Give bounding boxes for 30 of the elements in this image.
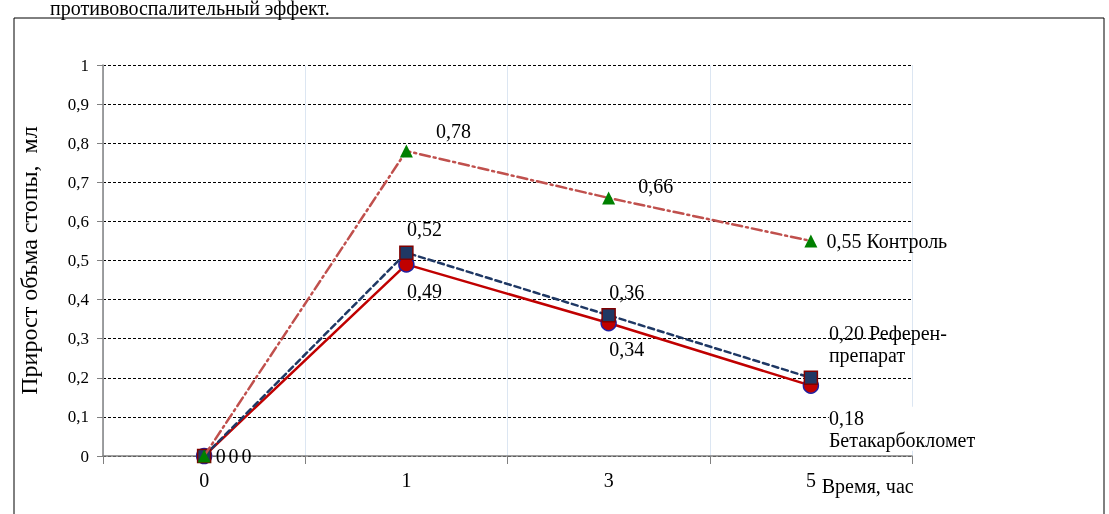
data-label: 0,66 bbox=[638, 174, 674, 197]
y-tick-label: 0 bbox=[80, 446, 89, 466]
y-axis-title: Прирост объма стопы, мл bbox=[16, 126, 42, 395]
data-label: 0,36 bbox=[609, 280, 645, 303]
y-tick-label: 0,1 bbox=[67, 407, 89, 427]
y-tick-label: 0,7 bbox=[67, 172, 90, 192]
data-label: 0,49 bbox=[406, 279, 442, 302]
series-label: Бетакарбокломет bbox=[828, 428, 976, 452]
data-label: 0,52 bbox=[406, 218, 442, 241]
x-tick-label: 3 bbox=[603, 469, 614, 491]
data-label: 0,34 bbox=[609, 338, 645, 361]
y-tick-label: 0,3 bbox=[67, 329, 89, 349]
data-label: 0,18 bbox=[828, 406, 864, 429]
text: 0,55 Контроль bbox=[826, 229, 948, 252]
x-tick-label: 1 bbox=[401, 469, 412, 491]
x-tick-label: 0 bbox=[199, 469, 210, 491]
x-tick-label: 5 bbox=[805, 469, 816, 491]
data-label: 0,78 bbox=[435, 120, 471, 143]
y-tick-label: 0,2 bbox=[67, 368, 89, 388]
text: 0,20 Референ- bbox=[828, 321, 947, 344]
y-tick-label: 0,6 bbox=[67, 211, 89, 231]
y-tick-label: 0,8 bbox=[67, 133, 89, 153]
x-axis-title: Время, час bbox=[821, 475, 914, 498]
y-tick-label: 0,4 bbox=[67, 290, 90, 310]
text: противовоспалительный эффект. bbox=[50, 0, 330, 20]
y-tick-label: 0,5 bbox=[67, 251, 89, 270]
data-label: 0 bbox=[228, 445, 239, 467]
y-tick-label: 1 bbox=[80, 55, 89, 75]
data-label: 0 bbox=[215, 445, 226, 467]
y-tick-label: 0,9 bbox=[67, 94, 89, 114]
